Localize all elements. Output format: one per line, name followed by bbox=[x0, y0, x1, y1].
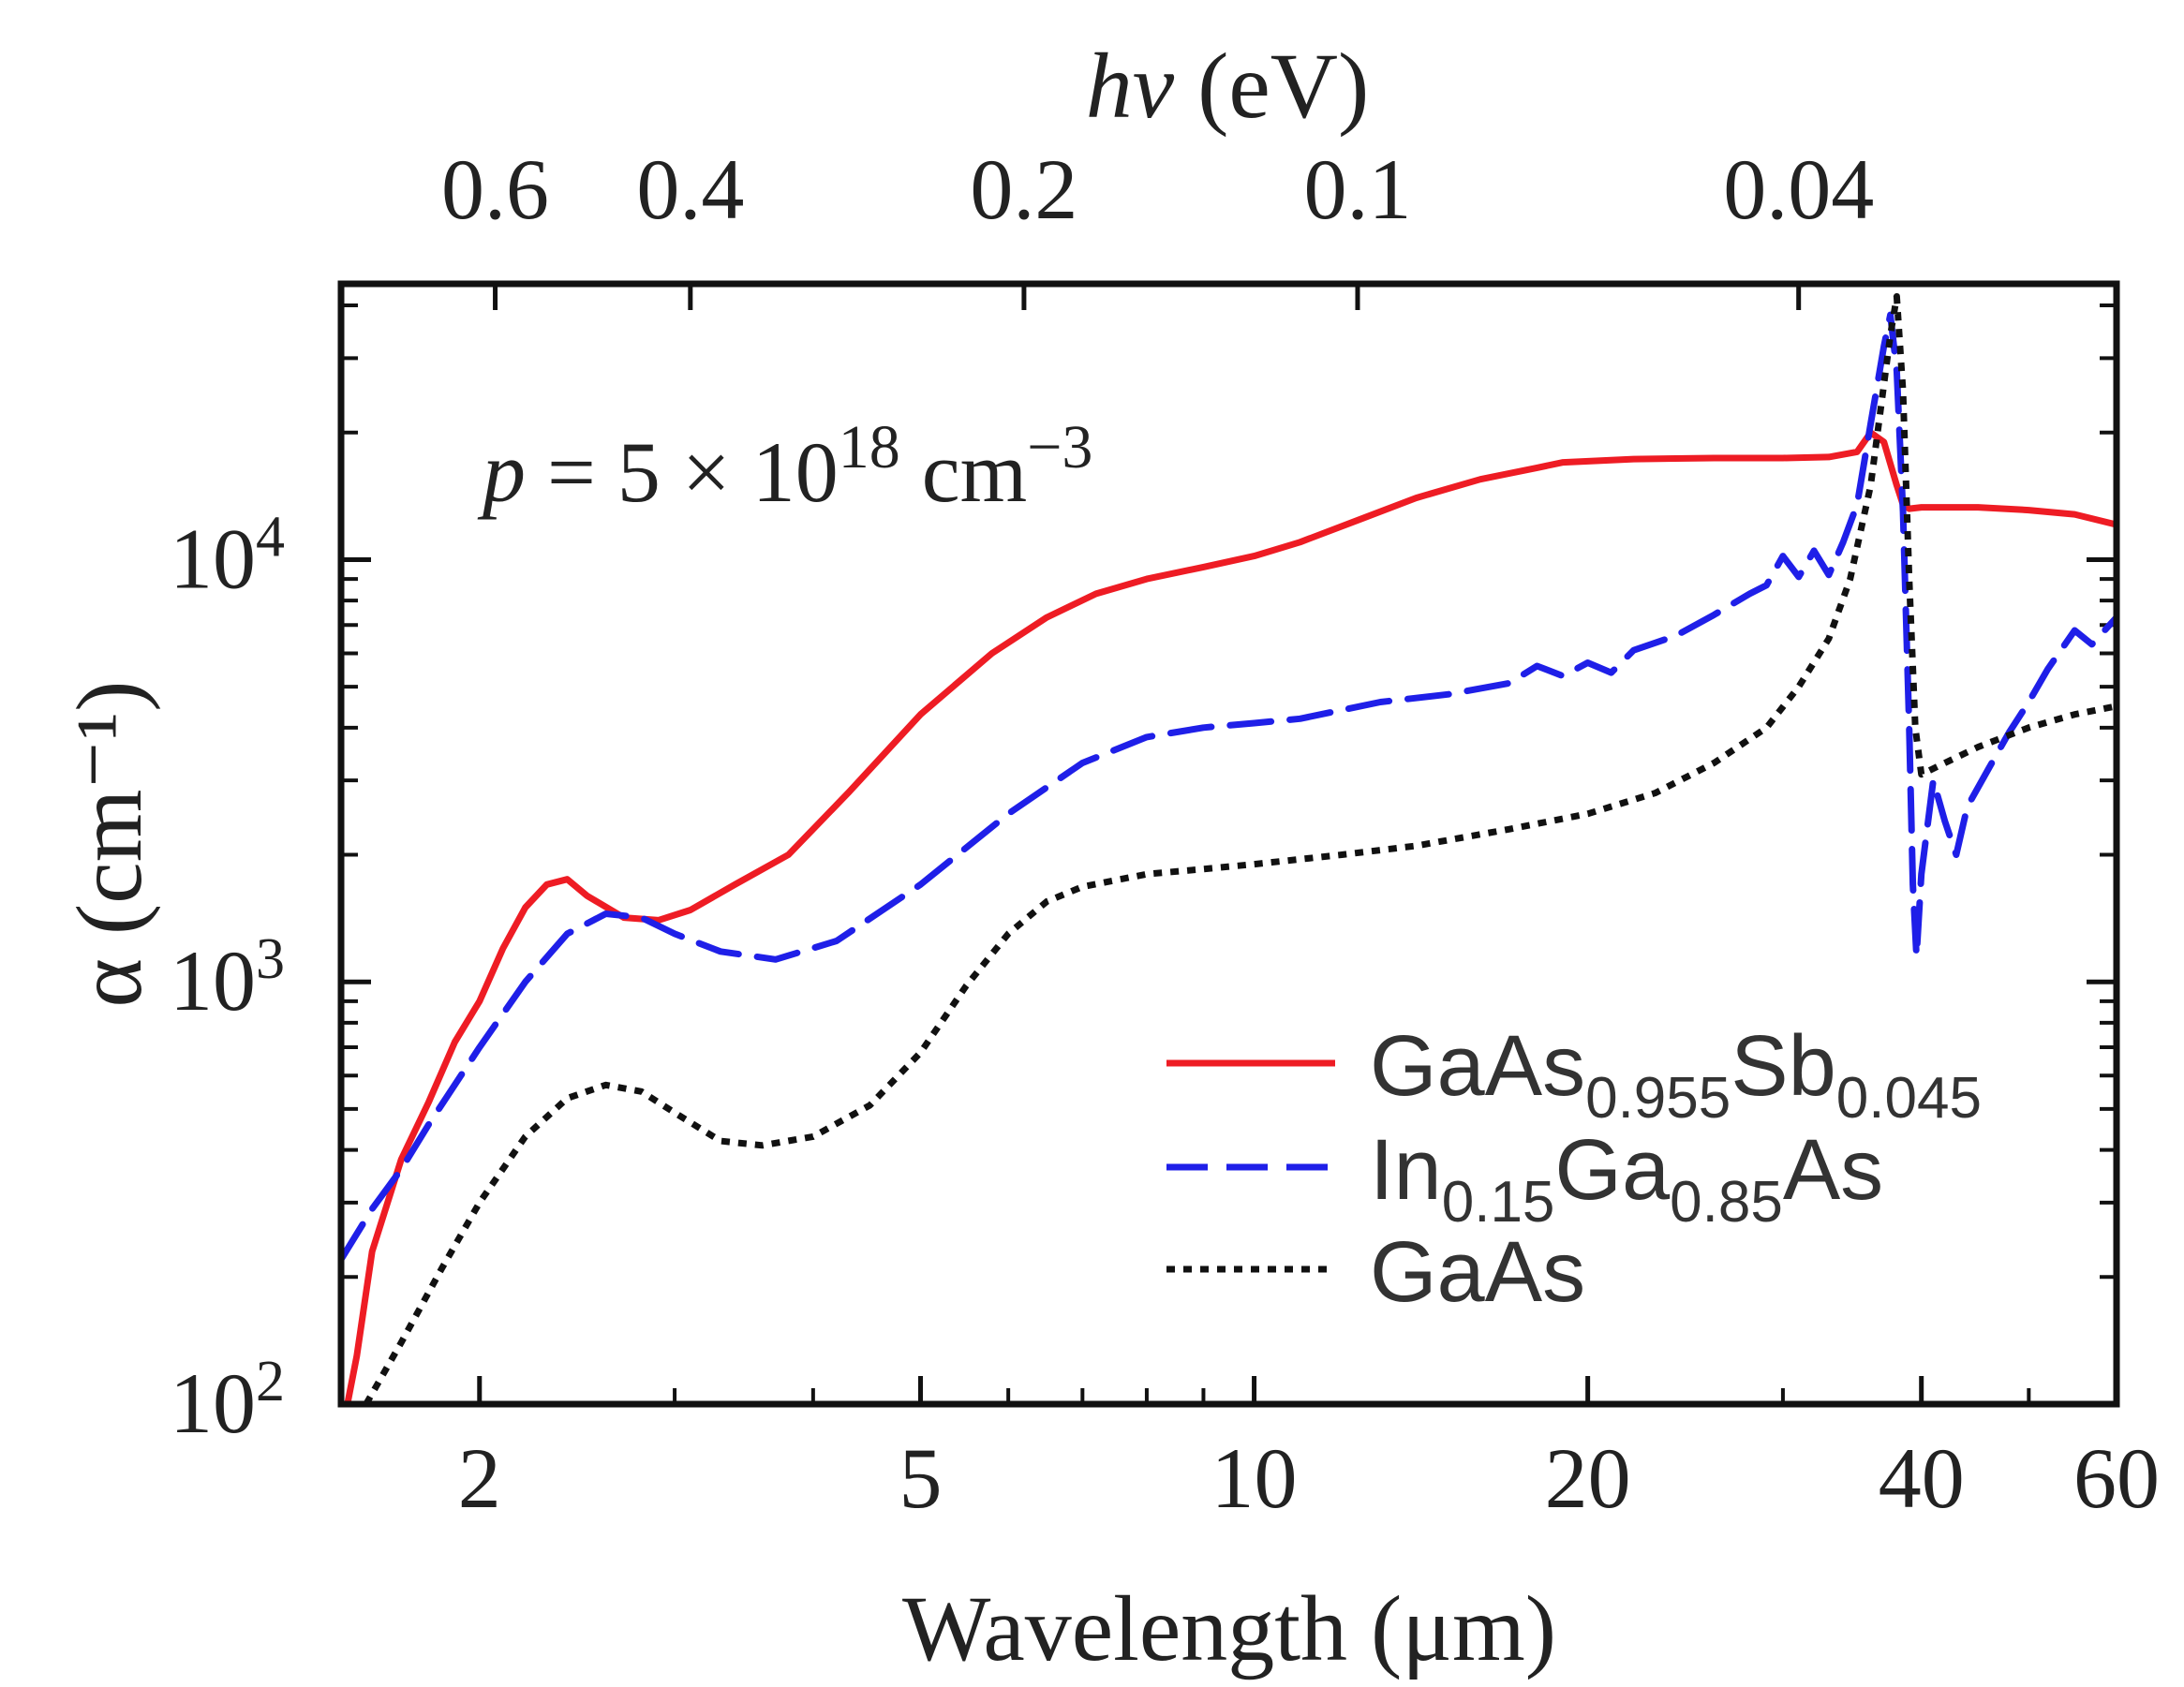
axes-layer: 2 5 10 20 40 60 0.6 0.4 0.2 0.1 0.04 102 103 104 bbox=[170, 141, 2160, 1526]
x-tick-label: 20 bbox=[1545, 1430, 1631, 1526]
series-line-1 bbox=[341, 311, 2117, 1264]
series-layer bbox=[341, 293, 2117, 1404]
legend-label-2: GaAs bbox=[1370, 1224, 1585, 1320]
y-tick-label: 104 bbox=[170, 505, 285, 606]
x-tick-label: 40 bbox=[1879, 1430, 1965, 1526]
legend-label-0: GaAs0.955Sb0.045 bbox=[1370, 1018, 1982, 1131]
top-tick-label: 0.04 bbox=[1723, 141, 1874, 237]
annotation-unit: cm bbox=[900, 424, 1027, 520]
y-tick-label: 103 bbox=[170, 927, 285, 1028]
series-line-2 bbox=[363, 293, 2117, 1404]
x-tick-label: 5 bbox=[899, 1430, 942, 1526]
annotation-var: p bbox=[477, 424, 526, 520]
y-axis-title: α (cm⁻¹) bbox=[57, 681, 161, 1008]
x-axis-title: Wavelength (μm) bbox=[902, 1576, 1556, 1680]
top-tick-label: 0.2 bbox=[970, 141, 1077, 237]
top-axis-title-var: hν bbox=[1086, 34, 1175, 138]
top-axis-title: hν (eV) bbox=[1086, 34, 1370, 138]
top-tick-label: 0.1 bbox=[1303, 141, 1411, 237]
top-tick-label: 0.6 bbox=[441, 141, 549, 237]
annotation-unit-exp: −3 bbox=[1027, 413, 1092, 481]
x-tick-label: 60 bbox=[2073, 1430, 2160, 1526]
top-tick-label: 0.4 bbox=[636, 141, 744, 237]
x-tick-label: 10 bbox=[1211, 1430, 1298, 1526]
annotation-text: = 5 × 10 bbox=[526, 424, 839, 520]
plot-frame bbox=[337, 280, 2120, 1408]
top-axis-title-unit: (eV) bbox=[1174, 34, 1369, 138]
legend-label-1: In0.15Ga0.85As bbox=[1370, 1122, 1883, 1235]
series-line-0 bbox=[344, 429, 2117, 1404]
y-tick-label: 102 bbox=[170, 1350, 285, 1451]
annotation-exp: 18 bbox=[839, 413, 900, 481]
x-tick-label: 2 bbox=[458, 1430, 501, 1526]
doping-annotation: p = 5 × 1018 cm−3 bbox=[477, 413, 1092, 520]
